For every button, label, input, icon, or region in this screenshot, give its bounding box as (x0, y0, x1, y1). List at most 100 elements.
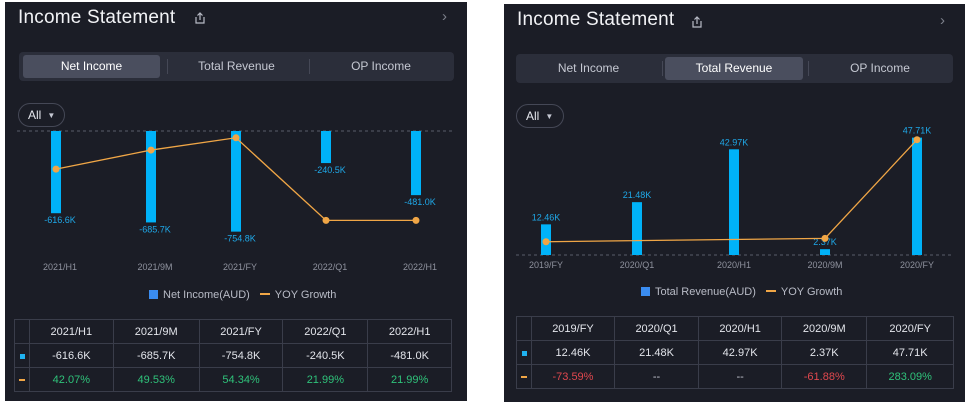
legend-line-label: YOY Growth (274, 289, 337, 301)
share-icon[interactable] (194, 12, 206, 24)
x-tick-label: 2022/Q1 (313, 262, 348, 272)
bar-value-label: -240.5K (314, 165, 346, 175)
total-revenue-chart: 12.46K 2019/FY 21.48K 2020/Q1 42.97K 2020/H1 2… (516, 126, 953, 270)
caret-down-icon: ▼ (47, 111, 56, 120)
table-cell: -- (698, 364, 783, 389)
period-filter-dropdown[interactable]: All ▼ (18, 103, 65, 127)
table-header-cell: 2021/9M (112, 319, 200, 344)
table-cell: 49.53% (112, 367, 200, 392)
period-filter-dropdown[interactable]: All ▼ (516, 104, 564, 128)
tab-bar: Net Income Total Revenue OP Income (516, 54, 953, 83)
bar-value-label: 47.71K (903, 126, 932, 136)
bar (146, 131, 156, 223)
x-tick-label: 2022/H1 (403, 262, 437, 272)
table-row-growth: -73.59% -- -- -61.88% 283.09% (516, 364, 954, 389)
table-cell: 21.99% (282, 367, 369, 392)
bar (411, 131, 421, 196)
x-tick-label: 2020/9M (807, 260, 842, 270)
table-cell: 2.37K (781, 340, 868, 365)
bar-value-label: 42.97K (720, 137, 749, 147)
bar (729, 149, 739, 255)
bar-value-label: 2.37K (813, 237, 837, 247)
yoy-growth-point (322, 216, 330, 224)
table-cell: -73.59% (531, 364, 615, 389)
bar-value-label: 12.46K (532, 212, 561, 222)
table-row-values: -616.6K -685.7K -754.8K -240.5K -481.0K (14, 343, 452, 368)
table-cell: -240.5K (282, 343, 369, 368)
bar (321, 131, 331, 164)
bar-value-label: 21.48K (623, 190, 652, 200)
x-tick-label: 2021/9M (137, 262, 172, 272)
legend-bar-swatch (641, 287, 650, 296)
bar-value-label: -481.0K (404, 197, 436, 207)
data-table: 2021/H1 2021/9M 2021/FY 2022/Q1 2022/H1 … (14, 319, 452, 392)
income-statement-panel-total-revenue: Income Statement › Net Income Total Reve… (504, 4, 965, 402)
legend-bar-label: Net Income(AUD) (163, 289, 250, 301)
x-tick-label: 2020/FY (900, 260, 934, 270)
yoy-growth-point (232, 134, 240, 142)
yoy-growth-point (913, 136, 921, 144)
yoy-growth-point (542, 238, 550, 246)
tab-divider (167, 59, 168, 74)
tab-divider (808, 61, 809, 76)
yoy-growth-point (412, 216, 420, 224)
table-header-cell: 2022/Q1 (282, 319, 369, 344)
table-cell: 12.46K (531, 340, 615, 365)
net-income-chart: -616.6K 2021/H1 -685.7K 2021/9M -754.8K 2021/… (17, 130, 455, 272)
chart-legend: Net Income(AUD) YOY Growth (149, 289, 336, 301)
x-tick-label: 2021/H1 (43, 262, 77, 272)
tab-divider (662, 61, 663, 76)
table-header-row: 2019/FY 2020/Q1 2020/H1 2020/9M 2020/FY (516, 316, 954, 341)
table-row-values: 12.46K 21.48K 42.97K 2.37K 47.71K (516, 340, 954, 365)
tab-op-income[interactable]: OP Income (850, 61, 910, 75)
tab-total-revenue[interactable]: Total Revenue (198, 59, 275, 73)
tab-total-revenue[interactable]: Total Revenue (665, 57, 803, 80)
data-table: 2019/FY 2020/Q1 2020/H1 2020/9M 2020/FY … (516, 316, 954, 389)
table-header-row: 2021/H1 2021/9M 2021/FY 2022/Q1 2022/H1 (14, 319, 452, 344)
share-icon[interactable] (691, 16, 703, 28)
legend-bar-label: Total Revenue(AUD) (655, 286, 756, 298)
table-row-growth: 42.07% 49.53% 54.34% 21.99% 21.99% (14, 367, 452, 392)
table-cell: 283.09% (866, 364, 954, 389)
table-cell: 21.48K (613, 340, 700, 365)
legend-bar-swatch (149, 290, 158, 299)
chevron-right-icon[interactable]: › (940, 12, 945, 29)
table-corner-cell (516, 316, 532, 341)
table-header-cell: 2022/H1 (367, 319, 452, 344)
bar-value-label: -616.6K (44, 215, 76, 225)
table-header-cell: 2020/9M (781, 316, 868, 341)
panel-title: Income Statement (18, 7, 176, 28)
table-cell: 21.99% (367, 367, 452, 392)
table-cell: -616.6K (29, 343, 114, 368)
x-tick-label: 2021/FY (223, 262, 257, 272)
tab-net-income[interactable]: Net Income (557, 61, 620, 75)
table-corner-cell (14, 319, 30, 344)
bar-value-label: -754.8K (224, 234, 256, 244)
table-header-cell: 2019/FY (531, 316, 615, 341)
period-filter-value: All (28, 108, 42, 122)
table-header-cell: 2020/H1 (698, 316, 783, 341)
tab-op-income[interactable]: OP Income (351, 59, 411, 73)
table-cell: -685.7K (112, 343, 200, 368)
x-tick-label: 2020/Q1 (620, 260, 655, 270)
period-filter-value: All (526, 109, 540, 123)
table-cell: -481.0K (367, 343, 452, 368)
caret-down-icon: ▼ (545, 112, 554, 121)
yoy-growth-point (821, 234, 829, 242)
table-header-cell: 2021/H1 (29, 319, 114, 344)
table-cell: 47.71K (866, 340, 954, 365)
table-header-cell: 2021/FY (198, 319, 284, 344)
bar-series-marker (516, 340, 532, 365)
bar-value-label: -685.7K (139, 224, 171, 234)
yoy-growth-point (52, 165, 60, 173)
bar (632, 202, 642, 255)
table-header-cell: 2020/Q1 (613, 316, 700, 341)
table-cell: 54.34% (198, 367, 284, 392)
tab-net-income[interactable]: Net Income (23, 55, 160, 78)
chevron-right-icon[interactable]: › (442, 8, 447, 25)
table-cell: 42.97K (698, 340, 783, 365)
bar-series-marker (14, 343, 30, 368)
table-cell: -61.88% (781, 364, 868, 389)
chart-legend: Total Revenue(AUD) YOY Growth (641, 286, 842, 298)
panel-title: Income Statement (517, 9, 675, 30)
